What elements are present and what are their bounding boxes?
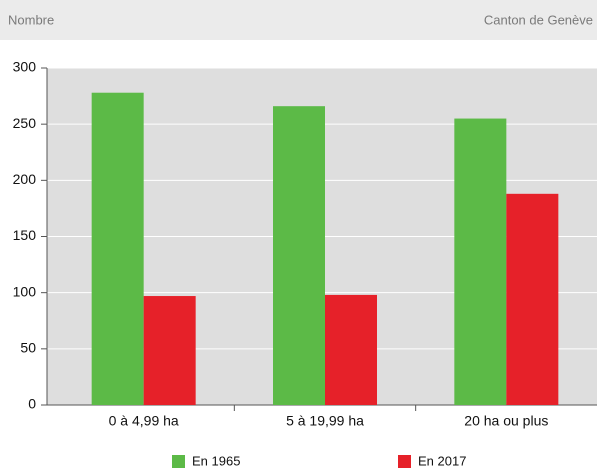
header-right: Canton de Genève — [484, 12, 593, 27]
y-tick-label: 0 — [28, 396, 36, 412]
header-band — [0, 0, 597, 40]
bar — [325, 294, 377, 405]
bar — [506, 193, 559, 405]
bar — [454, 118, 507, 406]
y-tick-label: 150 — [13, 227, 37, 243]
legend-swatch — [398, 455, 411, 468]
x-tick-label: 0 à 4,99 ha — [109, 413, 179, 429]
y-tick-label: 50 — [20, 340, 36, 356]
y-tick-label: 100 — [13, 283, 37, 299]
y-tick-label: 200 — [13, 171, 37, 187]
bar — [143, 296, 196, 405]
x-tick-label: 5 à 19,99 ha — [286, 413, 364, 429]
header-left: Nombre — [8, 12, 54, 27]
bar — [91, 92, 144, 406]
legend-label: En 2017 — [418, 453, 466, 468]
bar — [273, 106, 325, 406]
y-tick-label: 250 — [13, 115, 37, 131]
y-tick-label: 300 — [13, 59, 37, 75]
legend-label: En 1965 — [192, 453, 240, 468]
x-tick-label: 20 ha ou plus — [464, 413, 548, 429]
legend-swatch — [172, 455, 185, 468]
